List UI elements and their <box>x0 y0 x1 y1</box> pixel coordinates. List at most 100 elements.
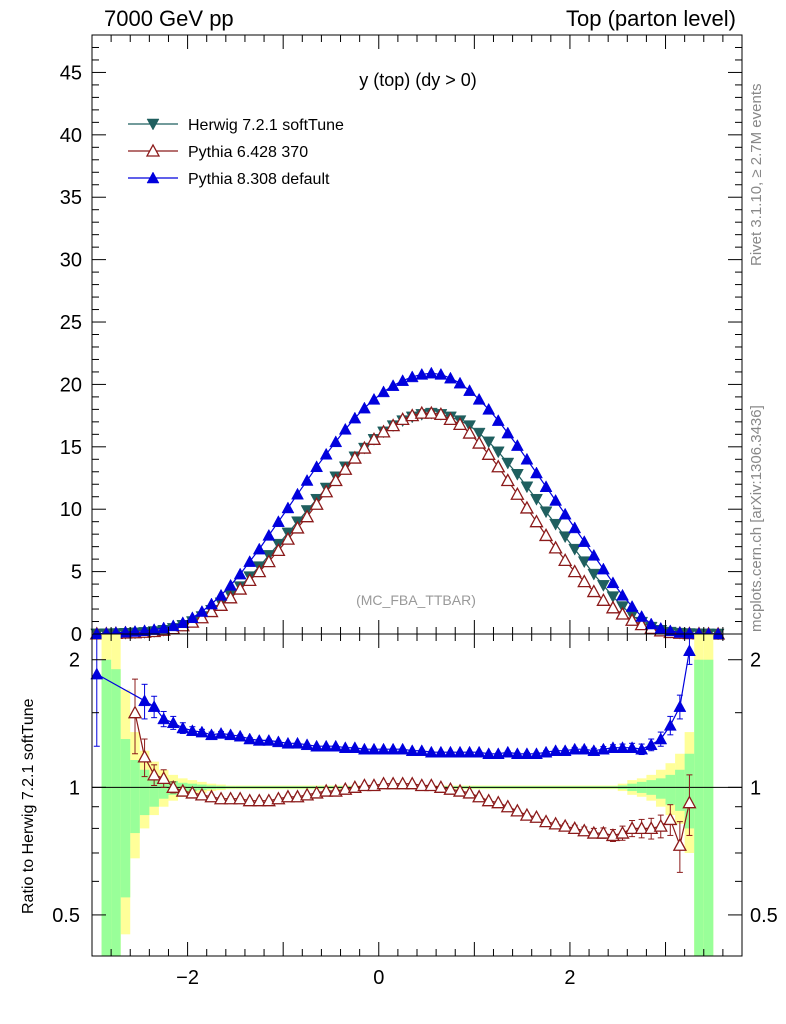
data-point <box>596 562 610 575</box>
data-point <box>395 412 410 426</box>
watermark: (MC_FBA_TTBAR) <box>356 592 476 608</box>
data-point <box>500 473 515 487</box>
ratio-point <box>549 744 563 756</box>
data-point <box>233 581 248 595</box>
ratio-point <box>616 741 629 753</box>
ratio-point <box>127 705 143 719</box>
ratio-point <box>396 742 410 755</box>
data-point <box>242 572 257 586</box>
ratio-point <box>386 776 401 790</box>
y-tick-label: 0 <box>71 624 82 646</box>
ratio-point <box>663 718 677 731</box>
data-point <box>539 480 553 492</box>
green-band-bin <box>655 778 666 799</box>
ratio-point <box>472 745 486 758</box>
ratio-point <box>176 721 190 734</box>
data-point <box>376 424 391 438</box>
data-point <box>472 427 486 440</box>
ratio-point <box>558 818 573 832</box>
data-point <box>213 597 229 611</box>
ratio-point <box>367 742 381 755</box>
ratio-point <box>405 744 419 756</box>
ratio-point <box>147 700 161 712</box>
ratio-point <box>577 823 592 837</box>
green-band-bin <box>130 760 140 834</box>
data-point <box>577 535 591 547</box>
ratio-point <box>291 736 304 749</box>
y-tick-label: 45 <box>60 62 82 84</box>
ratio-point <box>673 700 687 712</box>
ratio-point <box>261 793 276 807</box>
ratio-point <box>529 809 544 823</box>
ratio-point <box>194 787 210 801</box>
ratio-point <box>243 732 257 745</box>
data-point <box>558 507 572 520</box>
ratio-point <box>271 791 286 805</box>
ratio-point <box>482 747 496 760</box>
data-point <box>616 588 629 601</box>
ratio-y-tick-label-right: 2 <box>750 650 761 672</box>
data-point <box>673 625 687 638</box>
ratio-y-tick-label-right: 1 <box>750 777 761 799</box>
data-point <box>319 484 334 498</box>
ratio-point <box>175 783 190 797</box>
ratio-point <box>252 733 266 746</box>
ratio-point <box>644 738 658 751</box>
ratio-point <box>358 742 371 755</box>
data-point <box>205 597 218 610</box>
data-point <box>157 621 171 634</box>
data-point <box>481 446 496 460</box>
ratio-y-tick-label-right: 0.5 <box>750 905 778 927</box>
green-band-bin <box>111 669 121 956</box>
data-point <box>711 627 725 640</box>
data-point <box>377 385 390 398</box>
ratio-point <box>596 825 611 839</box>
data-point <box>366 431 382 445</box>
ratio-point <box>530 747 543 760</box>
data-point <box>319 447 333 460</box>
ratio-point <box>606 741 620 753</box>
data-point <box>663 624 677 637</box>
data-point <box>444 371 457 384</box>
data-point <box>281 501 295 514</box>
ratio-point <box>682 795 697 809</box>
data-point <box>224 578 238 591</box>
ratio-point <box>539 745 553 758</box>
data-point <box>510 469 524 481</box>
ratio-point <box>405 776 420 790</box>
ratio-point <box>166 716 180 729</box>
ratio-point <box>443 781 458 795</box>
chart-title: y (top) (dy > 0) <box>359 70 477 90</box>
data-point <box>243 555 257 567</box>
data-point <box>405 370 419 383</box>
ratio-point <box>605 828 621 842</box>
ratio-point <box>223 791 238 805</box>
green-band-bin <box>665 774 676 805</box>
data-point <box>558 553 573 567</box>
ratio-point <box>520 747 534 760</box>
data-point <box>453 376 467 389</box>
data-point <box>204 604 219 618</box>
data-point <box>625 600 639 612</box>
data-point <box>367 392 381 405</box>
green-band-bin <box>694 659 704 956</box>
ratio-point <box>519 807 535 821</box>
ratio-point <box>424 745 438 758</box>
ratio-point <box>357 778 372 792</box>
ratio-point <box>625 741 639 753</box>
data-point <box>443 412 458 426</box>
ratio-point <box>214 726 228 739</box>
data-point <box>271 543 286 557</box>
ratio-point <box>538 814 554 828</box>
ratio-point <box>300 738 314 751</box>
data-point <box>549 493 563 506</box>
data-point <box>472 392 486 405</box>
ratio-point <box>424 778 439 792</box>
y-tick-label: 35 <box>60 187 82 209</box>
data-point <box>300 473 314 486</box>
ratio-point <box>663 812 678 826</box>
data-point <box>271 515 285 527</box>
data-point <box>586 584 601 598</box>
ratio-point <box>233 729 247 742</box>
data-point <box>491 459 506 473</box>
